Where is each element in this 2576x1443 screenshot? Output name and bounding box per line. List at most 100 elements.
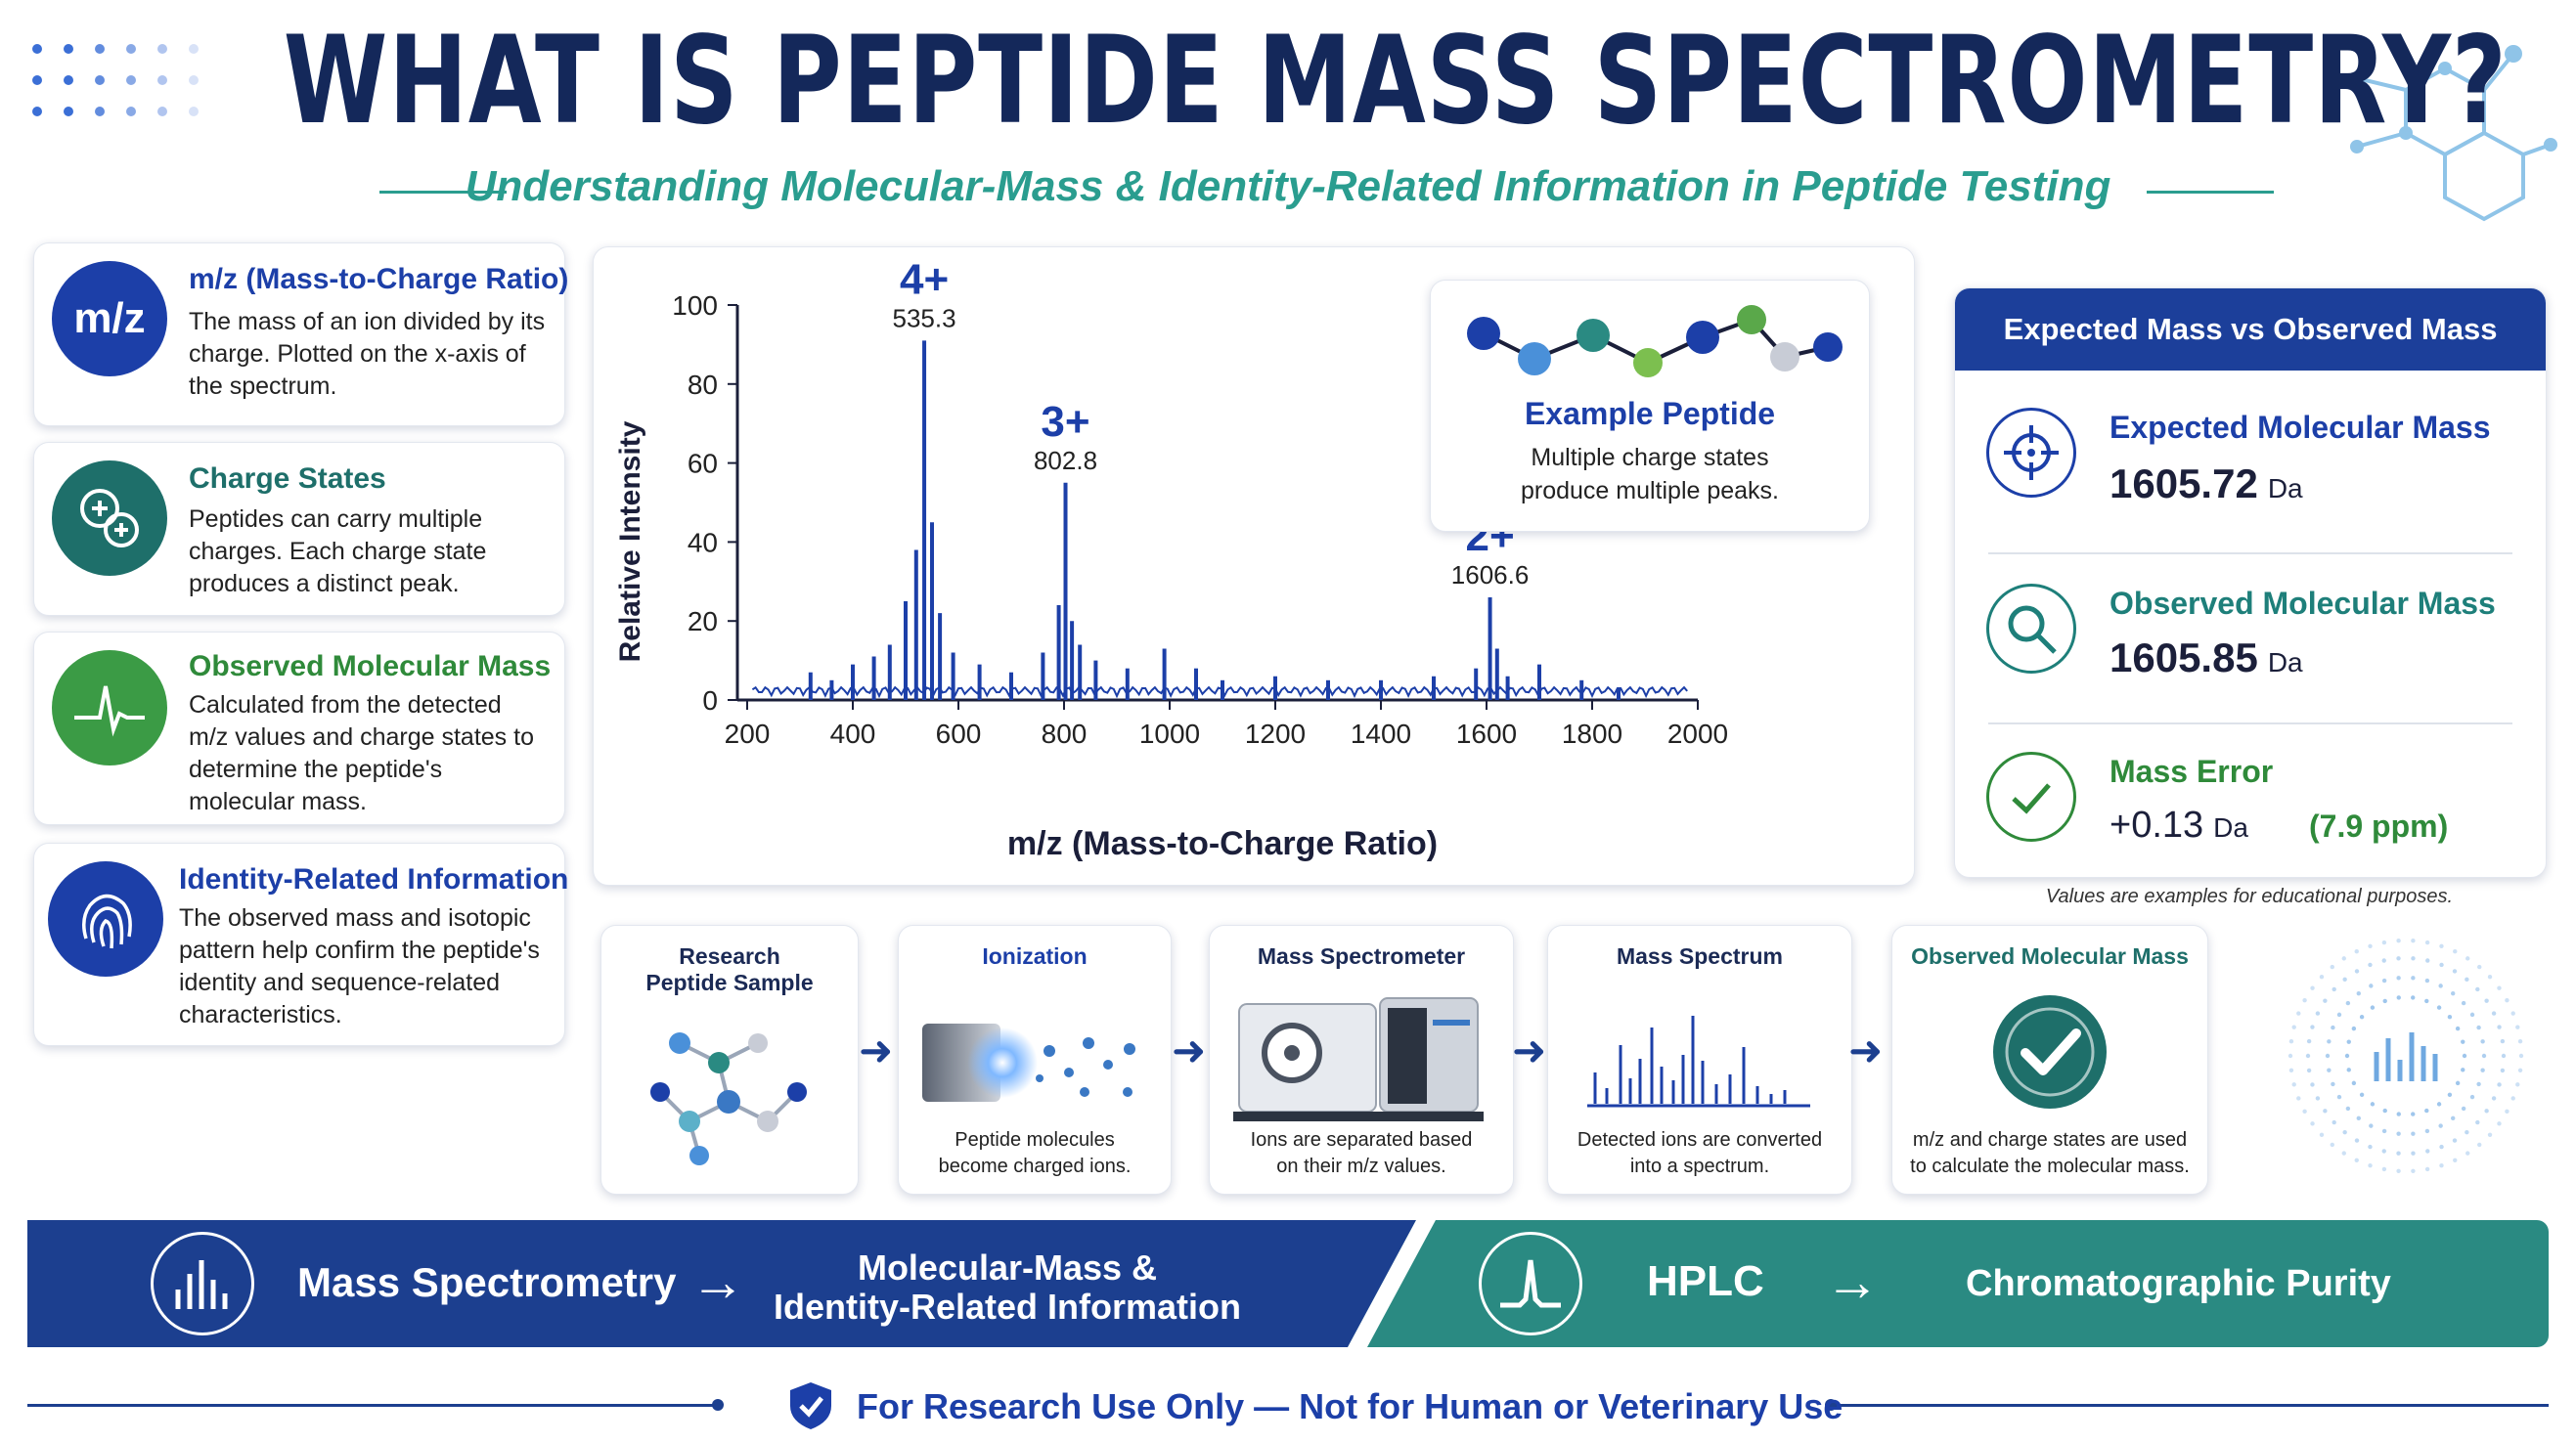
banner-chromatographic-purity: Chromatographic Purity	[1966, 1263, 2391, 1304]
step-mass-spectrum: Mass Spectrum Detected ions are converte…	[1547, 925, 1852, 1195]
step-observed-mass-title: Observed Molecular Mass	[1911, 943, 2189, 969]
ion-source-icon	[922, 1024, 1135, 1102]
footer-dot-right	[1825, 1399, 1837, 1411]
x-tick-label: 2000	[1667, 719, 1728, 749]
card-identity-info-text: The observed mass and isotopic pattern h…	[179, 904, 540, 1028]
step-mass-spectrum-title: Mass Spectrum	[1616, 943, 1783, 969]
observed-mass-label: Observed Molecular Mass	[2110, 586, 2496, 621]
mass-spectrum-chart: 200 400 600 800 1000 1200 1400 1600 1800 2000 0 20 4…	[614, 255, 1728, 862]
card-observed-mass-title: Observed Molecular Mass	[189, 650, 552, 682]
x-tick-label: 400	[830, 719, 876, 749]
expected-mass-value: 1605.72	[2110, 460, 2258, 506]
bar-chart-icon	[151, 1232, 254, 1335]
dot-grid-decoration	[32, 44, 199, 116]
arrow-right-icon: ➜	[859, 1028, 894, 1073]
check-circle-icon	[1993, 995, 2107, 1109]
card-charge-states-text: Peptides can carry multiple charges. Eac…	[189, 505, 487, 597]
step-ionization-text: Peptide molecules become charged ions.	[938, 1129, 1132, 1177]
comparison-banner	[27, 1220, 2549, 1347]
step-observed-mass: Observed Molecular Mass m/z and charge s…	[1891, 925, 2208, 1195]
molecule-decoration-icon	[2350, 45, 2557, 222]
observed-mass-value-row: 1605.85 Da	[2110, 634, 2303, 681]
card-identity-info: Identity-Related Information The observe…	[33, 843, 569, 1046]
footer-dot-left	[712, 1399, 724, 1411]
step-mass-spectrometer: Mass Spectrometer Ions are separated bas…	[1209, 925, 1514, 1195]
baseline-noise	[751, 685, 1688, 699]
row-divider	[1988, 722, 2512, 724]
banner-molecular-mass-line2: Identity-Related Information	[773, 1287, 1242, 1327]
observed-mass-value: 1605.85	[2110, 634, 2258, 680]
step-observed-mass-text: m/z and charge states are used to calcul…	[1910, 1129, 2190, 1177]
card-mz-text: The mass of an ion divided by its charge…	[189, 308, 546, 400]
peak-mz-label: 802.8	[1034, 446, 1097, 475]
step-mass-spectrum-text: Detected ions are converted into a spect…	[1577, 1129, 1823, 1177]
radial-dots-decoration-icon	[2287, 939, 2524, 1173]
mass-error-value: +0.13	[2110, 805, 2204, 846]
page-title: WHAT IS PEPTIDE MASS SPECTROMETRY?	[283, 11, 2508, 152]
mass-comparison-header: Expected Mass vs Observed Mass	[1955, 288, 2546, 371]
row-divider	[1988, 552, 2512, 554]
values-note: Values are examples for educational purp…	[2045, 886, 2454, 907]
example-peptide-text: Multiple charge states produce multiple …	[1520, 444, 1780, 504]
arrow-right-icon: ➜	[1512, 1028, 1547, 1073]
x-tick-label: 200	[725, 719, 771, 749]
mz-icon: m/z	[52, 261, 167, 376]
step-mass-spectrometer-text: Ions are separated based on their m/z va…	[1250, 1129, 1473, 1177]
subtitle-rule-right	[2147, 191, 2274, 194]
step-ionization-title: Ionization	[982, 943, 1088, 969]
footer-rule-right	[1831, 1404, 2549, 1407]
x-tick-label: 600	[936, 719, 982, 749]
x-tick-label: 1200	[1245, 719, 1306, 749]
magnifier-icon	[1986, 584, 2076, 674]
step-ionization: Ionization Peptide molecules become char…	[898, 925, 1172, 1195]
chromatogram-icon	[1479, 1232, 1582, 1335]
arrow-right-icon: ➜	[1848, 1028, 1884, 1073]
x-tick-label: 1000	[1139, 719, 1200, 749]
x-tick-label: 800	[1042, 719, 1088, 749]
fingerprint-icon	[48, 861, 163, 977]
spectrum-icon	[1587, 1016, 1810, 1108]
example-peptide-title: Example Peptide	[1524, 396, 1776, 431]
shield-check-icon	[790, 1382, 831, 1429]
y-tick-label: 0	[702, 685, 718, 716]
waveform-icon	[52, 650, 167, 765]
y-tick-label: 60	[688, 449, 718, 479]
card-observed-mass-text: Calculated from the detected m/z values …	[189, 691, 534, 815]
peptide-chain-icon	[1467, 305, 1843, 377]
y-tick-label: 80	[688, 370, 718, 400]
x-tick-label: 1800	[1562, 719, 1622, 749]
y-tick-label: 20	[688, 606, 718, 636]
card-charge-states-title: Charge States	[189, 462, 386, 495]
step-research-sample-title: Research Peptide Sample	[645, 943, 814, 995]
card-observed-mass: Observed Molecular Mass Calculated from …	[33, 632, 565, 825]
mass-comparison-panel: Expected Mass vs Observed Mass Expected …	[1954, 287, 2547, 878]
peak-mz-label: 535.3	[893, 303, 956, 332]
step-research-sample: Research Peptide Sample	[600, 925, 859, 1195]
card-mz-title: m/z (Mass-to-Charge Ratio)	[189, 263, 569, 295]
observed-mass-unit: Da	[2267, 647, 2303, 678]
x-axis-title: m/z (Mass-to-Charge Ratio)	[1007, 825, 1438, 862]
arrow-right-icon: →	[690, 1250, 745, 1312]
expected-mass-unit: Da	[2267, 473, 2303, 503]
card-charge-states: Charge States Peptides can carry multipl…	[33, 442, 565, 616]
y-axis-title: Relative Intensity	[614, 420, 646, 662]
footer-rule-left	[27, 1404, 718, 1407]
peak-charge-label: 4+	[900, 255, 949, 303]
mass-error-unit: Da	[2213, 812, 2248, 843]
step-mass-spectrometer-title: Mass Spectrometer	[1257, 943, 1466, 969]
mass-error-label: Mass Error	[2110, 754, 2274, 789]
card-identity-info-title: Identity-Related Information	[179, 863, 569, 896]
subtitle-rule-left	[379, 191, 507, 194]
mass-error-value-row: +0.13 Da	[2110, 805, 2248, 847]
banner-hplc: HPLC	[1647, 1257, 1764, 1305]
y-tick-label: 100	[672, 290, 718, 321]
x-tick-label: 1600	[1456, 719, 1517, 749]
y-tick-label: 40	[688, 527, 718, 557]
crosshair-icon	[1986, 408, 2076, 498]
banner-mass-spectrometry: Mass Spectrometry	[297, 1259, 677, 1305]
page-subtitle: Understanding Molecular-Mass & Identity-…	[465, 162, 2111, 210]
expected-mass-value-row: 1605.72 Da	[2110, 460, 2303, 507]
peak-charge-label: 3+	[1041, 398, 1089, 446]
mass-comparison-header-text: Expected Mass vs Observed Mass	[2003, 312, 2498, 346]
plus-circles-icon	[52, 460, 167, 576]
